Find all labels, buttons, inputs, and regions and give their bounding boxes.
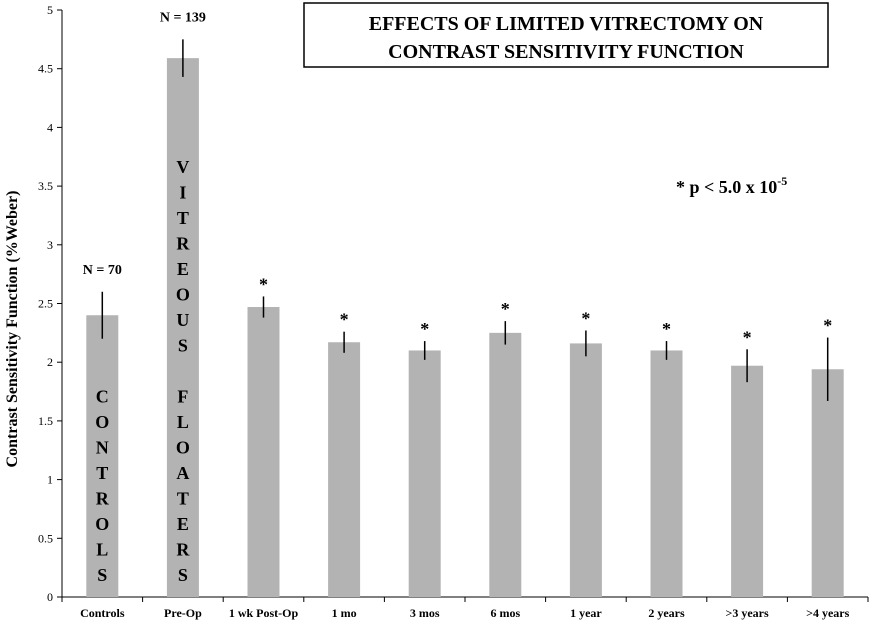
significance-mark: * bbox=[662, 319, 671, 339]
title-line-2: CONTRAST SENSITIVITY FUNCTION bbox=[388, 41, 744, 63]
p-value-text: * p < 5.0 x 10-5 bbox=[676, 174, 787, 197]
significance-mark: * bbox=[823, 316, 832, 336]
y-tick-label: 5 bbox=[47, 3, 53, 17]
p-value-annotation: * p < 5.0 x 10-5 bbox=[676, 174, 787, 197]
y-tick-label: 3.5 bbox=[38, 179, 53, 193]
bar bbox=[247, 307, 280, 597]
x-tick-label: 6 mos bbox=[490, 606, 520, 620]
y-tick-label: 2.5 bbox=[38, 297, 53, 311]
n-label: N = 139 bbox=[160, 10, 206, 25]
bar bbox=[569, 343, 602, 597]
significance-mark: * bbox=[743, 327, 752, 347]
y-tick-label: 2 bbox=[47, 355, 53, 369]
y-tick-label: 0 bbox=[47, 590, 53, 604]
x-tick-label: 1 wk Post-Op bbox=[229, 606, 299, 620]
bar bbox=[489, 332, 522, 597]
bar bbox=[650, 350, 683, 597]
x-tick-label: 2 years bbox=[648, 606, 685, 620]
x-tick-label: 1 year bbox=[570, 606, 602, 620]
bar bbox=[408, 350, 441, 597]
significance-mark: * bbox=[259, 274, 268, 294]
p-value-exponent: -5 bbox=[777, 174, 787, 188]
y-tick-label: 4 bbox=[47, 120, 53, 134]
chart-title-box: EFFECTS OF LIMITED VITRECTOMY ON CONTRAS… bbox=[303, 2, 829, 68]
x-tick-label: >4 years bbox=[806, 606, 849, 620]
significance-mark: * bbox=[501, 299, 510, 319]
x-tick-label: 1 mo bbox=[332, 606, 357, 620]
y-tick-label: 4.5 bbox=[38, 62, 53, 76]
significance-mark: * bbox=[340, 310, 349, 330]
y-tick-label: 3 bbox=[47, 238, 53, 252]
p-value-prefix: * p < 5.0 x 10 bbox=[676, 177, 777, 197]
bar bbox=[811, 369, 844, 597]
y-tick-label: 1 bbox=[47, 473, 53, 487]
y-tick-label: 0.5 bbox=[38, 531, 53, 545]
title-frame bbox=[303, 2, 829, 68]
bar bbox=[328, 342, 361, 597]
x-tick-label: Pre-Op bbox=[164, 606, 202, 620]
bar bbox=[166, 58, 199, 598]
bar bbox=[731, 365, 764, 597]
significance-mark: * bbox=[581, 309, 590, 329]
bar bbox=[86, 315, 119, 597]
x-tick-label: 3 mos bbox=[410, 606, 440, 620]
plot-area: 0 0.5 1 1.5 2 2.5 3 3.5 4 4.5 5 Controls N = 70 C O N T R… bbox=[38, 3, 869, 620]
n-label: N = 70 bbox=[83, 263, 122, 278]
y-axis-title: Contrast Sensitivity Function (%Weber) bbox=[4, 191, 21, 468]
title-line-1: EFFECTS OF LIMITED VITRECTOMY ON bbox=[369, 13, 764, 35]
y-tick-label: 1.5 bbox=[38, 414, 53, 428]
x-tick-label: Controls bbox=[80, 606, 125, 620]
x-tick-label: >3 years bbox=[726, 606, 769, 620]
significance-mark: * bbox=[420, 319, 429, 339]
